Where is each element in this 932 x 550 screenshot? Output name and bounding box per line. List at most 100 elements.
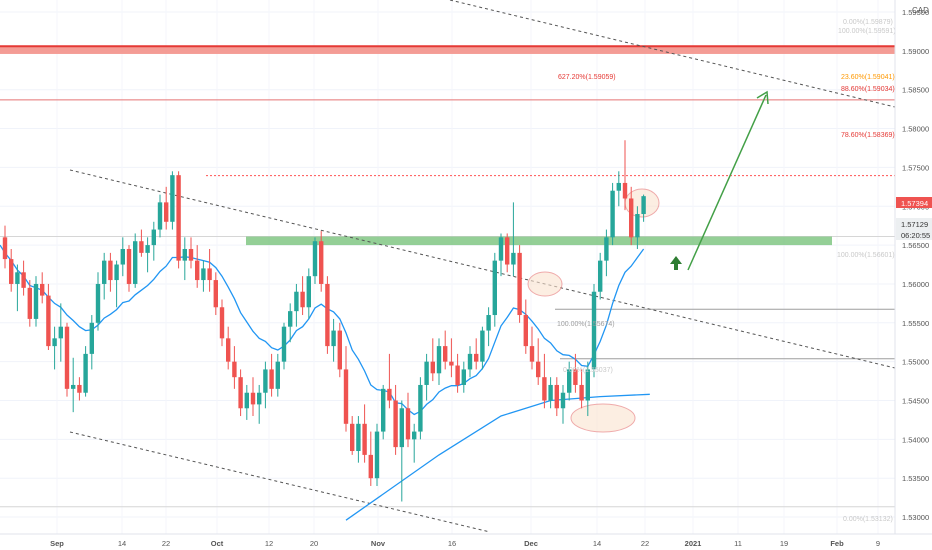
candle-body[interactable]: [263, 369, 268, 393]
candle[interactable]: [610, 182, 615, 246]
candle-body[interactable]: [201, 268, 206, 281]
candle[interactable]: [505, 233, 510, 273]
candle[interactable]: [275, 353, 280, 397]
candle-body[interactable]: [89, 322, 94, 354]
candle-body[interactable]: [275, 361, 280, 389]
candle-body[interactable]: [281, 326, 287, 362]
candle[interactable]: [164, 186, 169, 230]
candle-body[interactable]: [412, 431, 417, 440]
candle-body[interactable]: [511, 252, 516, 265]
candle[interactable]: [281, 322, 287, 370]
candle[interactable]: [83, 346, 88, 397]
candle[interactable]: [108, 252, 113, 292]
candle-body[interactable]: [486, 315, 491, 331]
candle-body[interactable]: [554, 384, 559, 409]
candle-body[interactable]: [461, 369, 466, 385]
candle-body[interactable]: [238, 377, 243, 409]
candle-body[interactable]: [2, 237, 8, 260]
candle-body[interactable]: [331, 330, 336, 347]
candle-body[interactable]: [15, 272, 20, 284]
candle[interactable]: [250, 377, 256, 417]
candle-body[interactable]: [598, 260, 603, 292]
candle-body[interactable]: [120, 248, 125, 265]
candle[interactable]: [393, 384, 398, 455]
candle-body[interactable]: [374, 431, 380, 479]
candle-body[interactable]: [455, 365, 460, 385]
candle-body[interactable]: [449, 361, 454, 366]
candle-body[interactable]: [151, 229, 156, 246]
candle-body[interactable]: [368, 454, 373, 479]
time-axis[interactable]: Sep 14 22 Oct 12 20 Nov 16 Dec 14 22 2021 11 19 Feb 9: [0, 533, 932, 550]
candle[interactable]: [232, 346, 237, 389]
candle-body[interactable]: [635, 214, 640, 238]
candle[interactable]: [356, 416, 361, 463]
candle-body[interactable]: [294, 291, 299, 312]
candle-body[interactable]: [33, 283, 39, 319]
candle-body[interactable]: [83, 353, 88, 393]
candle-body[interactable]: [300, 291, 305, 308]
candle[interactable]: [207, 248, 212, 292]
candle-body[interactable]: [560, 392, 566, 409]
candle-body[interactable]: [312, 241, 318, 277]
candle-body[interactable]: [176, 175, 181, 261]
candle[interactable]: [350, 416, 355, 455]
candle[interactable]: [399, 400, 404, 502]
candle[interactable]: [40, 272, 45, 304]
candle[interactable]: [368, 431, 373, 486]
candle[interactable]: [263, 361, 268, 409]
candle-body[interactable]: [579, 384, 584, 401]
candle[interactable]: [554, 377, 559, 417]
candle-body[interactable]: [393, 400, 398, 448]
candle[interactable]: [405, 392, 411, 448]
candle[interactable]: [616, 171, 621, 207]
candle[interactable]: [188, 237, 194, 269]
candle[interactable]: [126, 245, 132, 292]
candle-body[interactable]: [250, 392, 256, 405]
candle[interactable]: [536, 338, 541, 385]
candle-body[interactable]: [467, 353, 473, 370]
candle[interactable]: [27, 280, 32, 327]
candle[interactable]: [412, 423, 417, 463]
candle-body[interactable]: [95, 283, 101, 323]
candle[interactable]: [145, 237, 150, 273]
candle-body[interactable]: [114, 264, 119, 281]
candle-body[interactable]: [306, 276, 311, 308]
candle-body[interactable]: [102, 260, 107, 284]
candle[interactable]: [244, 384, 249, 420]
candle[interactable]: [548, 377, 553, 409]
candle[interactable]: [9, 248, 14, 292]
candle-body[interactable]: [387, 388, 392, 401]
candle-body[interactable]: [523, 315, 528, 347]
candle-body[interactable]: [195, 260, 200, 281]
candle-body[interactable]: [474, 353, 479, 362]
candle[interactable]: [598, 252, 603, 300]
candle[interactable]: [151, 221, 156, 261]
candle[interactable]: [467, 346, 473, 378]
candle-body[interactable]: [182, 248, 187, 261]
candle-body[interactable]: [226, 338, 231, 362]
candle[interactable]: [64, 322, 70, 397]
candle-body[interactable]: [108, 260, 113, 281]
candle[interactable]: [629, 186, 634, 246]
candle-body[interactable]: [46, 295, 51, 347]
candle[interactable]: [15, 264, 20, 312]
candle[interactable]: [288, 303, 293, 343]
candle[interactable]: [219, 299, 225, 347]
candle-body[interactable]: [591, 291, 597, 370]
candle-body[interactable]: [629, 198, 634, 238]
candle-body[interactable]: [536, 361, 541, 378]
candle[interactable]: [381, 384, 386, 440]
candle[interactable]: [300, 276, 305, 316]
candle[interactable]: [374, 423, 380, 486]
candle-body[interactable]: [362, 423, 367, 455]
candle-body[interactable]: [542, 377, 547, 401]
candle[interactable]: [449, 338, 454, 378]
candle-body[interactable]: [405, 408, 411, 440]
candle[interactable]: [455, 353, 460, 393]
candle-body[interactable]: [430, 361, 435, 374]
candle[interactable]: [622, 140, 628, 211]
candle[interactable]: [362, 404, 367, 463]
candle-body[interactable]: [350, 423, 355, 452]
candle[interactable]: [529, 326, 535, 370]
